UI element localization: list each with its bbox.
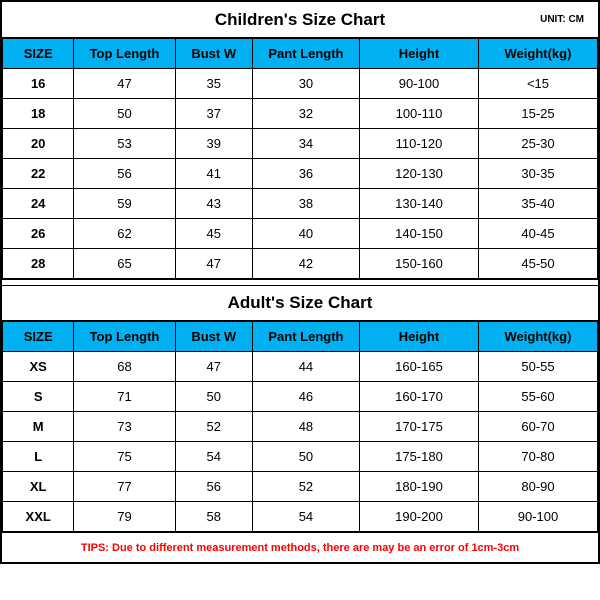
table-row: 1647353090-100<15 [3, 69, 598, 99]
col-weight: Weight(kg) [478, 39, 597, 69]
table-row: 20533934110-12025-30 [3, 129, 598, 159]
table-row: S715046160-17055-60 [3, 382, 598, 412]
col-bust: Bust W [175, 39, 252, 69]
table-row: 26624540140-15040-45 [3, 219, 598, 249]
children-title-row: Children's Size Chart UNIT: CM [2, 2, 598, 38]
adult-header-row: SIZE Top Length Bust W Pant Length Heigh… [3, 322, 598, 352]
table-row: M735248170-17560-70 [3, 412, 598, 442]
adult-title-row: Adult's Size Chart [2, 285, 598, 321]
col-pant: Pant Length [252, 39, 359, 69]
unit-label-children: UNIT: CM [540, 14, 584, 25]
col-top: Top Length [74, 322, 175, 352]
col-size: SIZE [3, 322, 74, 352]
table-row: 24594338130-14035-40 [3, 189, 598, 219]
size-chart-container: Children's Size Chart UNIT: CM SIZE Top … [0, 0, 600, 564]
children-body: 1647353090-100<15 18503732100-11015-25 2… [3, 69, 598, 279]
col-weight: Weight(kg) [478, 322, 597, 352]
col-height: Height [359, 39, 478, 69]
table-row: 18503732100-11015-25 [3, 99, 598, 129]
children-header-row: SIZE Top Length Bust W Pant Length Heigh… [3, 39, 598, 69]
col-height: Height [359, 322, 478, 352]
col-size: SIZE [3, 39, 74, 69]
col-bust: Bust W [175, 322, 252, 352]
table-row: L755450175-18070-80 [3, 442, 598, 472]
tips-row: TIPS: Due to different measurement metho… [2, 532, 598, 562]
tips-text: TIPS: Due to different measurement metho… [81, 542, 519, 554]
children-table: SIZE Top Length Bust W Pant Length Heigh… [2, 38, 598, 279]
children-title: Children's Size Chart [2, 10, 598, 30]
table-row: XS684744160-16550-55 [3, 352, 598, 382]
col-top: Top Length [74, 39, 175, 69]
adult-body: XS684744160-16550-55 S715046160-17055-60… [3, 352, 598, 532]
table-row: XL775652180-19080-90 [3, 472, 598, 502]
adult-table: SIZE Top Length Bust W Pant Length Heigh… [2, 321, 598, 532]
col-pant: Pant Length [252, 322, 359, 352]
table-row: XXL795854190-20090-100 [3, 502, 598, 532]
table-row: 22564136120-13030-35 [3, 159, 598, 189]
adult-title: Adult's Size Chart [2, 293, 598, 313]
table-row: 28654742150-16045-50 [3, 249, 598, 279]
